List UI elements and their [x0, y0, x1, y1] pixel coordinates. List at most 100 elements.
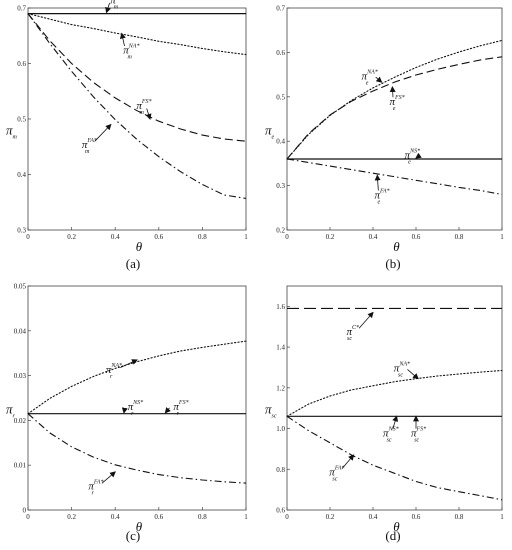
plot-frame: [286, 285, 503, 511]
x-tick-label: 1: [500, 233, 504, 241]
annotation-label: πNA* r: [106, 363, 122, 380]
x-tick-label: 0.6: [154, 233, 163, 241]
annotation-sub: sc: [387, 438, 392, 444]
annotation-arrow: [392, 415, 399, 430]
y-axis-label-base: π: [265, 123, 272, 138]
x-tick-label: 0: [26, 513, 30, 521]
annotation-arrow: [389, 86, 396, 98]
annotation-sub: sc: [398, 372, 403, 378]
annotation-base: π: [106, 364, 112, 376]
annotation-label: πFA* sc: [329, 465, 344, 482]
annotation-arrow: [407, 369, 419, 380]
annotation-base: π: [82, 139, 88, 151]
x-axis-label: θ: [136, 519, 143, 534]
x-axis-label: θ: [393, 239, 400, 254]
annotation-sub: r: [177, 411, 180, 417]
plot-frame: [286, 7, 503, 231]
annotation-arrow: [415, 152, 422, 159]
y-axis-label: πr: [6, 402, 16, 420]
annotation-base: π: [173, 401, 179, 413]
y-tick-label: 0.03: [14, 372, 27, 380]
panel-caption: (d): [385, 528, 400, 543]
annotation-sub: m: [127, 55, 132, 61]
annotation-label: πFS* m: [136, 99, 151, 116]
y-tick-label: 1.4: [276, 344, 285, 352]
y-axis-label-base: π: [265, 402, 272, 417]
annotation-sup: C*: [352, 325, 359, 331]
annotation-base: π: [136, 100, 142, 112]
annotation-base: π: [405, 150, 411, 162]
x-tick-label: 0.8: [198, 513, 207, 521]
annotation-arrow: [101, 471, 116, 484]
y-tick-label: 0.04: [14, 327, 27, 335]
series-line-dashdot: [27, 413, 247, 484]
annotation-label: πFS* e: [390, 95, 405, 112]
x-tick-label: 0: [285, 233, 289, 241]
annotation-sub: m: [114, 5, 119, 11]
y-tick-label: 0.4: [276, 138, 285, 146]
chart-panel-3: 0 0.2 0.4 0.6 0.8 10.60.81.01.21.41.6πC* scπNA…: [265, 285, 504, 543]
annotation-sub: e: [366, 80, 369, 86]
annotation-sub: sc: [414, 438, 419, 444]
annotation-sup: NS*: [388, 427, 399, 433]
y-axis-label-sub: sc: [272, 414, 277, 420]
annotation-label: πFS* r: [173, 400, 188, 417]
series-line-dashdot: [286, 415, 503, 501]
annotation-label: πNA* m: [123, 44, 139, 61]
panel-caption: (a): [126, 256, 140, 271]
plot-frame: [27, 7, 247, 231]
annotation-base: π: [374, 189, 380, 201]
annotation-sup: FS*: [394, 95, 405, 101]
x-tick-label: 0.8: [455, 513, 464, 521]
y-axis-label-base: π: [6, 123, 13, 138]
x-tick-label: 0.6: [154, 513, 163, 521]
annotation-sup: NA*: [366, 69, 378, 75]
annotation-sup: NA*: [398, 361, 410, 367]
y-tick-label: 0.3: [276, 182, 285, 190]
annotation-label: πNS*m: [110, 0, 126, 11]
annotation-sup: FS*: [178, 400, 189, 406]
annotation-sub: r: [110, 374, 113, 380]
y-tick-label: 1.2: [276, 384, 285, 392]
annotation-arrow: [119, 32, 126, 47]
x-tick-label: 0.2: [67, 513, 76, 521]
y-axis-label-sub: m: [13, 135, 18, 141]
y-axis-label: πm: [6, 123, 18, 141]
annotation-sup: NS*: [132, 400, 143, 406]
annotation-base: π: [88, 480, 94, 492]
annotation-base: π: [329, 466, 335, 478]
x-tick-label: 0.4: [369, 513, 378, 521]
annotation-arrow: [374, 174, 381, 191]
annotation-arrow: [358, 311, 374, 329]
x-tick-label: 0.4: [369, 233, 378, 241]
y-tick-label: 0.5: [276, 93, 285, 101]
series-line-dashdot: [286, 158, 503, 196]
annotation-sub: m: [140, 110, 145, 116]
series-line-dotted: [27, 13, 247, 56]
annotation-arrow: [120, 359, 138, 368]
annotation-base: π: [123, 45, 129, 57]
annotation-base: π: [411, 428, 417, 440]
annotation-arrow: [341, 454, 355, 469]
series-line-dashdot: [27, 13, 247, 199]
y-tick-label: 0.3: [17, 227, 26, 235]
annotation-sub: e: [378, 199, 381, 205]
annotation-sup: NA*: [110, 363, 122, 369]
y-axis-label-sub: r: [13, 414, 16, 420]
annotation-sub: r: [91, 490, 94, 496]
plot-frame: [27, 285, 247, 511]
y-tick-label: 0.4: [17, 171, 26, 179]
annotation-base: π: [383, 428, 389, 440]
y-axis-label-base: π: [6, 402, 13, 417]
annotation-label: πNS* e: [405, 149, 421, 166]
chart-panel-0: 00.20.40.60.810.30.40.50.60.7πNS*mπNA*mπ…: [6, 0, 248, 271]
x-tick-label: 0: [26, 233, 30, 241]
annotation-arrow: [145, 108, 152, 120]
y-axis-label-sub: e: [272, 135, 275, 141]
y-tick-label: 0.2: [276, 227, 285, 235]
annotation-label: πFS* sc: [411, 427, 426, 444]
y-tick-label: 0.8: [276, 466, 285, 474]
